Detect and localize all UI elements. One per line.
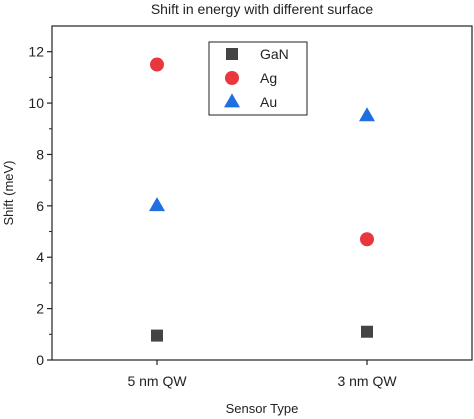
data-point-gan: [151, 329, 163, 342]
y-axis-label: Shift (meV): [1, 160, 16, 225]
legend-label-gan: GaN: [260, 46, 289, 62]
data-point-au: [149, 197, 165, 212]
legend-label-ag: Ag: [260, 70, 277, 86]
legend: GaN Ag Au: [208, 41, 308, 116]
data-point-gan: [361, 325, 373, 338]
x-tick-label: 5 nm QW: [127, 373, 187, 389]
y-tick-label: 2: [36, 301, 44, 317]
y-tick-label: 0: [36, 352, 44, 368]
legend-box: [208, 41, 308, 116]
y-tick-label: 10: [28, 95, 44, 111]
legend-label-au: Au: [260, 94, 277, 110]
plot-frame: [51, 25, 473, 361]
y-tick-label: 8: [36, 146, 44, 162]
x-axis: 5 nm QW 3 nm QW: [127, 360, 397, 389]
y-tick-label: 6: [36, 198, 44, 214]
data-point-ag: [360, 232, 374, 247]
data-layer: [149, 57, 375, 342]
x-tick-label: 3 nm QW: [337, 373, 397, 389]
chart-title: Shift in energy with different surface: [151, 1, 374, 17]
y-tick-label: 12: [28, 44, 44, 60]
data-point-au: [359, 107, 375, 122]
y-tick-label: 4: [36, 249, 44, 265]
x-axis-label: Sensor Type: [226, 401, 299, 416]
data-point-ag: [150, 57, 164, 72]
legend-marker-ag: [225, 71, 239, 85]
legend-marker-au: [224, 93, 240, 108]
y-axis: 0 2 4 6 8 10 12: [28, 44, 52, 368]
legend-marker-gan: [226, 48, 238, 60]
